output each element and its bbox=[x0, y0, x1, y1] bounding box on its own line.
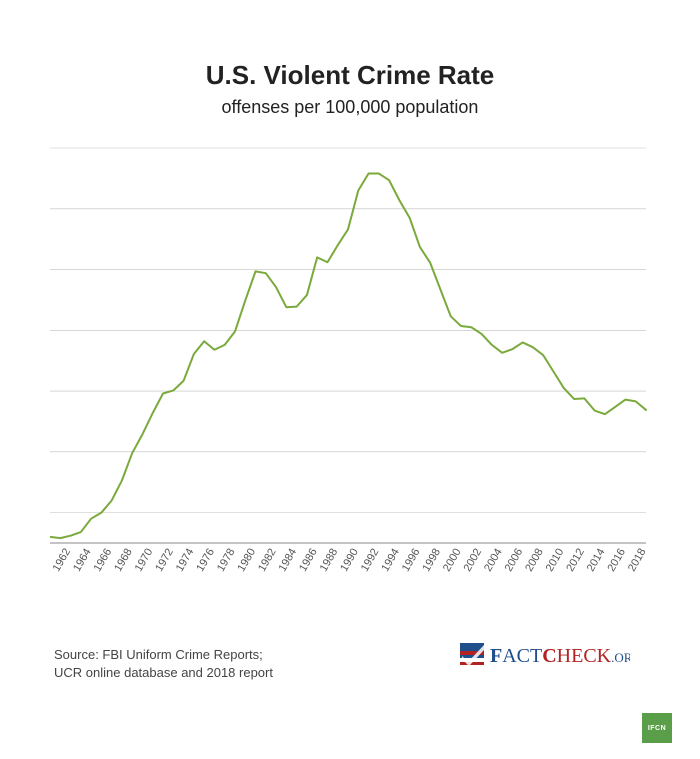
x-tick-label: 1984 bbox=[277, 547, 300, 574]
x-tick-label: 1980 bbox=[235, 547, 258, 574]
x-tick-label: 2002 bbox=[462, 547, 485, 574]
ifcn-badge: IFCN bbox=[642, 713, 672, 743]
x-tick-label: 2016 bbox=[605, 547, 628, 574]
x-tick-label: 1996 bbox=[400, 547, 423, 574]
x-tick-label: 2000 bbox=[441, 547, 464, 574]
x-tick-label: 1992 bbox=[359, 547, 382, 574]
x-tick-label: 1994 bbox=[379, 547, 402, 574]
x-tick-label: 1998 bbox=[420, 547, 443, 574]
x-tick-label: 1968 bbox=[112, 547, 135, 574]
x-tick-label: 2008 bbox=[523, 547, 546, 574]
x-tick-label: 1972 bbox=[153, 547, 176, 574]
x-tick-label: 1976 bbox=[194, 547, 217, 574]
x-tick-label: 1982 bbox=[256, 547, 279, 574]
x-tick-label: 1966 bbox=[92, 547, 115, 574]
source-line-2: UCR online database and 2018 report bbox=[54, 664, 273, 682]
x-tick-label: 1990 bbox=[338, 547, 361, 574]
x-tick-label: 1970 bbox=[133, 547, 156, 574]
source-note: Source: FBI Uniform Crime Reports; UCR o… bbox=[54, 646, 273, 681]
x-tick-label: 1962 bbox=[51, 547, 74, 574]
line-chart: 2003004005006007008001960196219641966196… bbox=[50, 136, 650, 606]
x-tick-label: 2012 bbox=[564, 547, 587, 574]
factcheck-logo: FACTCHECK.ORG bbox=[460, 636, 630, 672]
chart-subtitle: offenses per 100,000 population bbox=[50, 97, 650, 118]
x-tick-label: 2014 bbox=[585, 547, 608, 574]
svg-text:FACTCHECK.ORG: FACTCHECK.ORG bbox=[490, 645, 630, 667]
x-tick-label: 1988 bbox=[318, 547, 341, 574]
x-tick-label: 2018 bbox=[626, 547, 649, 574]
ifcn-badge-label: IFCN bbox=[648, 725, 666, 732]
x-tick-label: 1978 bbox=[215, 547, 238, 574]
x-tick-label: 2006 bbox=[503, 547, 526, 574]
x-tick-label: 2004 bbox=[482, 547, 505, 574]
x-tick-label: 2010 bbox=[544, 547, 567, 574]
x-tick-label: 1974 bbox=[174, 547, 197, 574]
x-tick-label: 1986 bbox=[297, 547, 320, 574]
crime-rate-line bbox=[50, 174, 646, 539]
chart-title: U.S. Violent Crime Rate bbox=[50, 60, 650, 91]
x-tick-label: 1964 bbox=[71, 547, 94, 574]
source-line-1: Source: FBI Uniform Crime Reports; bbox=[54, 646, 273, 664]
